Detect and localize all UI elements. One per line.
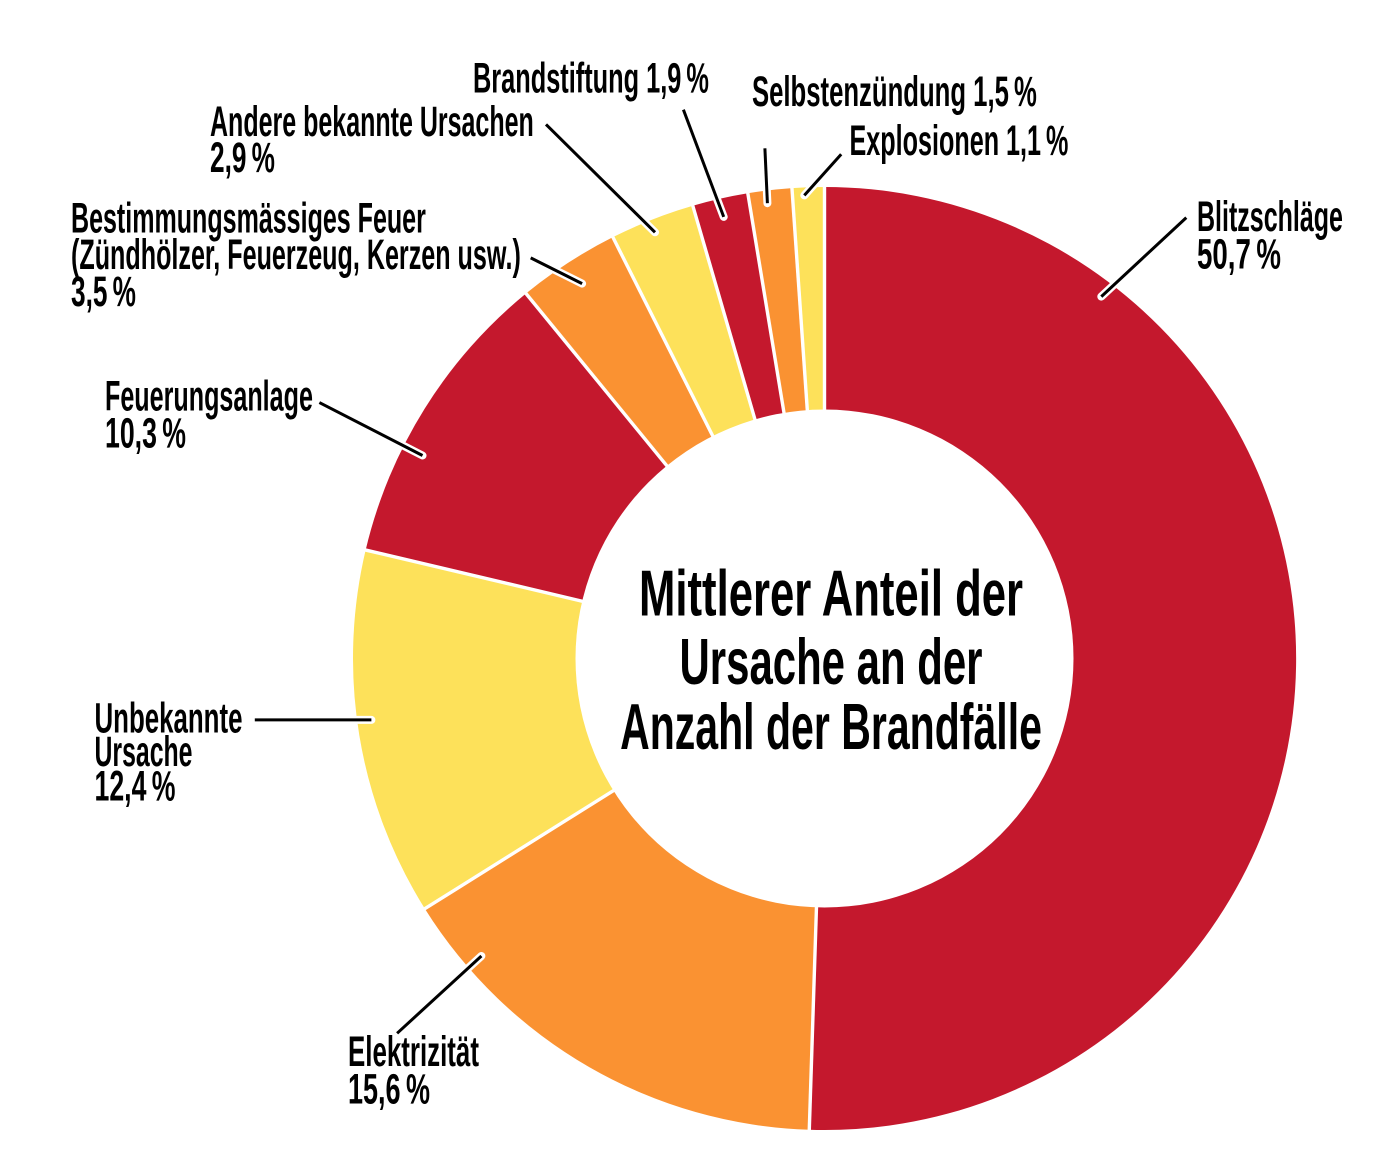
svg-text:Feuerungsanlage: Feuerungsanlage <box>105 373 313 421</box>
svg-text:Anzahl der Brandfälle: Anzahl der Brandfälle <box>620 691 1042 764</box>
svg-text:Ursache: Ursache <box>95 728 193 776</box>
svg-text:(Zündhölzer, Feuerzeug, Kerzen: (Zündhölzer, Feuerzeug, Kerzen usw.) <box>71 231 521 279</box>
svg-text:Bestimmungsmässiges Feuer: Bestimmungsmässiges Feuer <box>71 195 426 243</box>
svg-text:10,3 %: 10,3 % <box>105 409 186 457</box>
svg-text:Explosionen 1,1 %: Explosionen 1,1 % <box>850 117 1069 165</box>
svg-text:3,5 %: 3,5 % <box>71 267 136 315</box>
svg-text:Selbstenzündung 1,5 %: Selbstenzündung 1,5 % <box>752 67 1037 116</box>
svg-text:Blitzschläge: Blitzschläge <box>1197 193 1343 241</box>
svg-text:15,6 %: 15,6 % <box>348 1065 430 1113</box>
svg-text:Mittlerer Anteil der: Mittlerer Anteil der <box>639 557 1023 630</box>
svg-text:50,7 %: 50,7 % <box>1197 229 1281 278</box>
svg-text:2,9 %: 2,9 % <box>210 133 275 181</box>
svg-text:Andere bekannte Ursachen: Andere bekannte Ursachen <box>210 98 534 146</box>
svg-text:Brandstiftung 1,9 %: Brandstiftung 1,9 % <box>473 55 709 103</box>
svg-text:Unbekannte: Unbekannte <box>95 694 243 742</box>
svg-text:Ursache an der: Ursache an der <box>680 625 983 699</box>
svg-text:Elektrizität: Elektrizität <box>348 1027 479 1075</box>
svg-text:12,4 %: 12,4 % <box>95 762 176 810</box>
